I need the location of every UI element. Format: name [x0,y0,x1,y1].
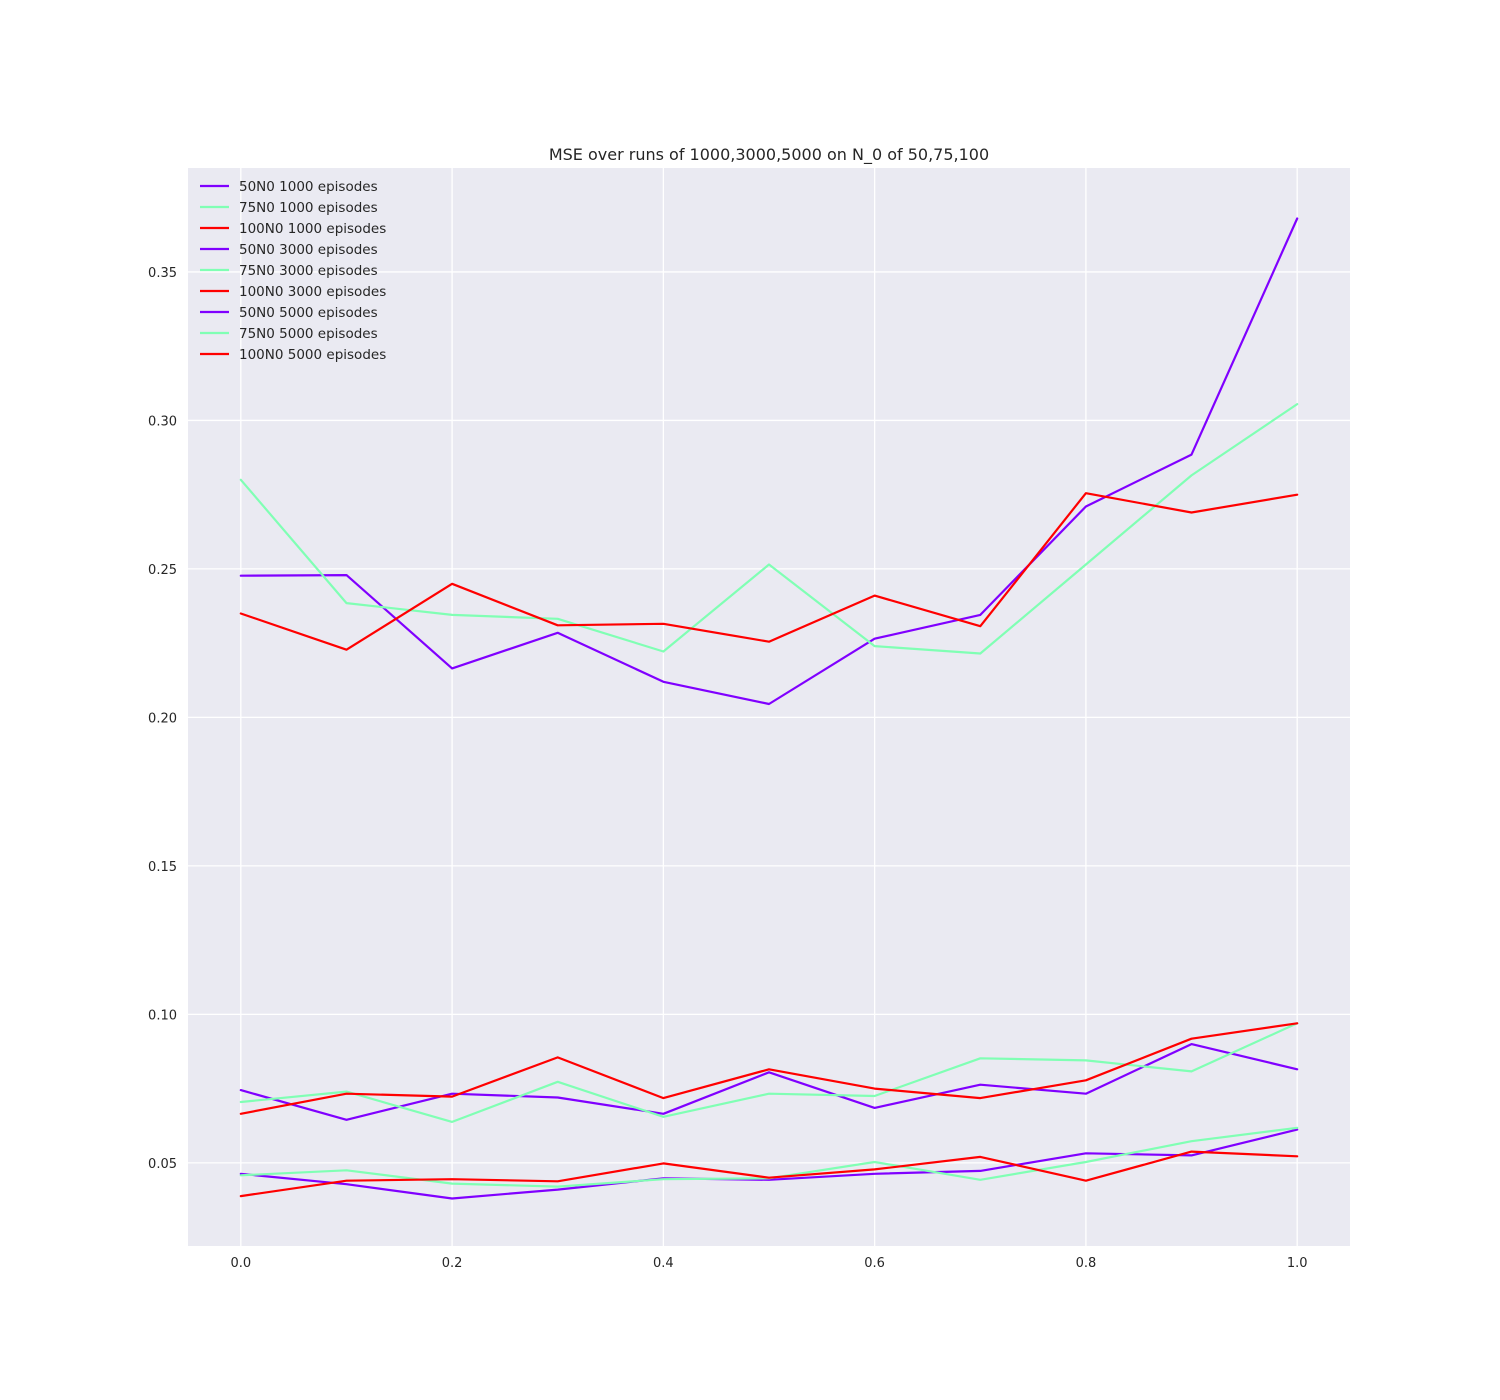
y-tick-label: 0.30 [148,414,177,429]
y-tick-label: 0.15 [148,860,177,875]
legend-label: 100N0 1000 episodes [239,221,386,237]
legend-label: 50N0 5000 episodes [239,305,378,321]
x-tick-label: 0.6 [864,1256,885,1271]
y-tick-label: 0.05 [148,1157,177,1172]
legend-label: 100N0 5000 episodes [239,347,386,363]
series-line-3 [239,492,1299,651]
legend-label: 50N0 3000 episodes [239,242,378,258]
series-line-6 [239,1022,1299,1115]
legend-label: 75N0 3000 episodes [239,263,378,279]
y-tick-label: 0.25 [148,563,177,578]
y-gridlines [188,271,1350,1164]
x-tick-label: 0.2 [442,1256,463,1271]
plot-area [188,168,1350,1246]
legend-label: 75N0 1000 episodes [239,200,378,216]
legend-label: 100N0 3000 episodes [239,284,386,300]
x-tick-label: 0.8 [1076,1256,1097,1271]
x-gridlines [240,168,1298,1246]
x-tick-label: 1.0 [1287,1256,1308,1271]
y-tick-labels: 0.05 0.10 0.15 0.20 0.25 0.30 0.35 [148,266,177,1172]
series-line-4 [239,1042,1299,1121]
x-tick-label: 0.0 [230,1256,251,1271]
legend: 50N0 1000 episodes 75N0 1000 episodes 100N… [200,179,386,363]
x-tick-label: 0.4 [653,1256,674,1271]
y-tick-label: 0.10 [148,1008,177,1023]
y-tick-label: 0.35 [148,266,177,281]
legend-label: 75N0 5000 episodes [239,326,378,342]
x-tick-labels: 0.0 0.2 0.4 0.6 0.8 1.0 [230,1256,1307,1271]
series-line-1 [239,217,1299,706]
chart-title: MSE over runs of 1000,3000,5000 on N_0 o… [549,145,989,165]
series-lines [239,217,1299,1200]
series-line-9 [239,1150,1299,1198]
series-line-2 [239,403,1299,655]
series-line-5 [239,1022,1299,1124]
legend-label: 50N0 1000 episodes [239,179,378,195]
y-tick-label: 0.20 [148,711,177,726]
